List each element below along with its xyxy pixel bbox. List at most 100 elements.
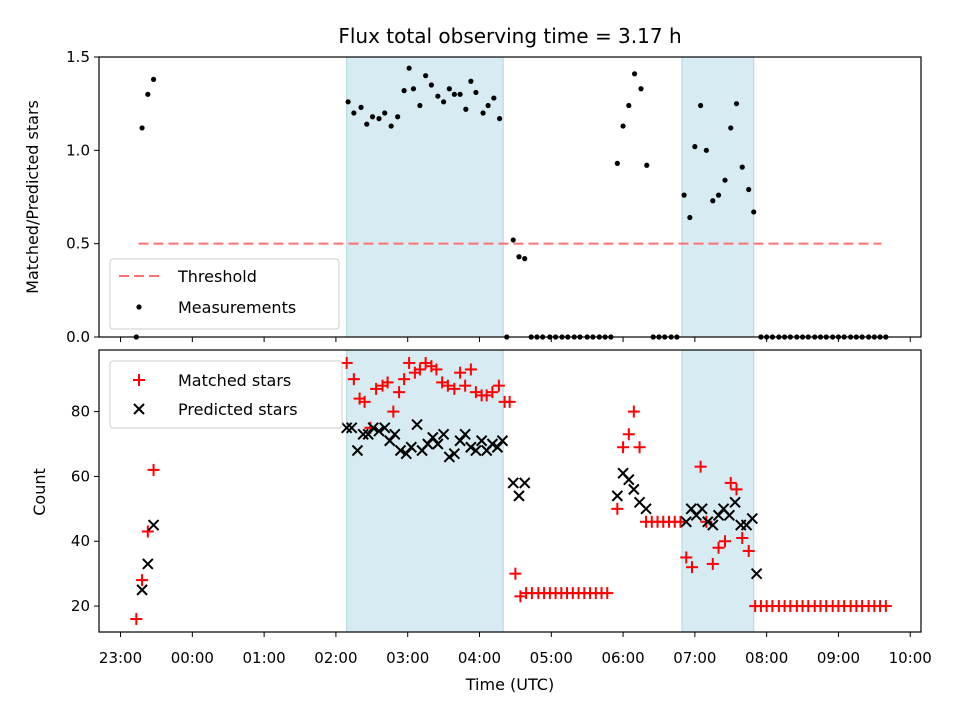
matched-point — [601, 587, 614, 600]
measurement-point — [715, 192, 722, 198]
measurement-point — [440, 99, 447, 105]
predicted-point — [611, 490, 624, 502]
y-tick-label: 60 — [71, 467, 90, 485]
measurement-point — [522, 256, 528, 262]
measurement-point — [345, 99, 351, 105]
measurement-point — [751, 209, 757, 215]
matched-point — [413, 363, 426, 376]
x-tick-label: 03:00 — [386, 649, 429, 667]
legend-measurements-label: Measurements — [178, 298, 296, 317]
predicted-point — [750, 567, 763, 580]
predicted-point — [685, 503, 697, 515]
x-tick-label: 06:00 — [601, 649, 644, 667]
predicted-point — [519, 477, 531, 489]
matched-point — [430, 363, 443, 376]
measurement-point — [510, 237, 516, 243]
y-tick-label: 0.0 — [66, 328, 90, 346]
matched-point — [685, 561, 698, 574]
measurement-point — [406, 65, 412, 71]
predicted-point — [448, 448, 461, 460]
predicted-point — [513, 490, 525, 502]
matched-point — [617, 441, 630, 454]
predicted-point — [394, 444, 407, 457]
measurement-point — [395, 114, 401, 120]
measurement-point — [388, 123, 394, 129]
predicted-point — [723, 509, 736, 522]
matched-point — [387, 405, 400, 418]
ratio-legend: Threshold Measurements — [109, 258, 340, 330]
x-tick-label: 07:00 — [673, 649, 716, 667]
x-axis-label: Time (UTC) — [465, 675, 554, 694]
measurement-point — [496, 116, 503, 122]
predicted-point — [437, 428, 450, 440]
measurement-point — [473, 89, 479, 96]
measurement-point — [733, 101, 740, 107]
predicted-point — [443, 451, 456, 463]
matched-point — [454, 366, 467, 379]
predicted-point — [405, 441, 417, 453]
predicted-point — [432, 438, 444, 450]
measurement-point — [516, 254, 522, 260]
count-panel-frame — [98, 349, 922, 633]
y-tick-label: 20 — [71, 597, 90, 615]
predicted-point — [351, 444, 364, 457]
x-tick-label: 04:00 — [458, 649, 501, 667]
predicted-point — [712, 509, 725, 522]
measurement-point — [631, 71, 638, 77]
predicted-point — [486, 438, 499, 450]
y-tick-label: 40 — [71, 532, 90, 550]
predicted-stars-series — [136, 418, 763, 596]
matched-point — [340, 356, 353, 369]
ratio-legend-box — [109, 258, 340, 330]
measurement-point — [446, 86, 452, 92]
matched-point — [464, 363, 477, 376]
matched-point — [674, 515, 687, 528]
observing-window-0-0 — [346, 56, 504, 338]
matched-point — [130, 613, 143, 626]
measurement-point — [739, 164, 745, 170]
measurement-point — [485, 102, 491, 109]
matched-point — [730, 483, 743, 496]
x-tick-label: 09:00 — [817, 649, 860, 667]
predicted-point — [384, 435, 396, 447]
observing-window-1-0 — [346, 349, 504, 633]
matched-point — [147, 463, 160, 476]
measurement-point — [423, 73, 429, 79]
measurement-point — [451, 91, 457, 97]
legend-measurements-swatch — [136, 304, 142, 310]
count-legend-box — [109, 360, 343, 429]
matched-point — [879, 600, 892, 613]
measurement-point — [401, 88, 407, 94]
predicted-point — [729, 496, 741, 509]
matched-point — [633, 441, 646, 454]
legend-matched-swatch — [133, 374, 145, 386]
predicted-point — [628, 483, 640, 496]
matched-point — [403, 356, 416, 369]
matched-point — [694, 460, 707, 473]
measurement-point — [698, 102, 704, 109]
matched-point — [347, 373, 360, 386]
matched-point — [136, 574, 149, 587]
x-tick-label: 01:00 — [243, 649, 286, 667]
predicted-point — [465, 441, 477, 453]
measurement-point — [644, 162, 650, 168]
measurement-point — [626, 102, 632, 109]
matched-point — [486, 386, 499, 399]
x-tick-label: 23:00 — [99, 649, 142, 667]
ratio-y-axis-label: Matched/Predicted stars — [23, 100, 42, 294]
matched-point — [509, 567, 522, 580]
matched-stars-series — [130, 356, 892, 626]
measurement-point — [369, 114, 376, 120]
predicted-point — [340, 422, 353, 434]
predicted-point — [389, 428, 401, 440]
legend-matched-label: Matched stars — [178, 371, 291, 390]
predicted-point — [142, 558, 154, 570]
predicted-point — [507, 477, 519, 489]
predicted-point — [496, 435, 509, 447]
measurement-point — [638, 86, 644, 92]
measurement-point — [428, 82, 434, 88]
matched-point — [680, 551, 693, 564]
measurement-point — [746, 186, 752, 193]
ratio-panel: 0.0 0.5 1.0 1.5 Matched/Predicted stars Thr… — [23, 48, 922, 346]
matched-point — [712, 541, 725, 554]
